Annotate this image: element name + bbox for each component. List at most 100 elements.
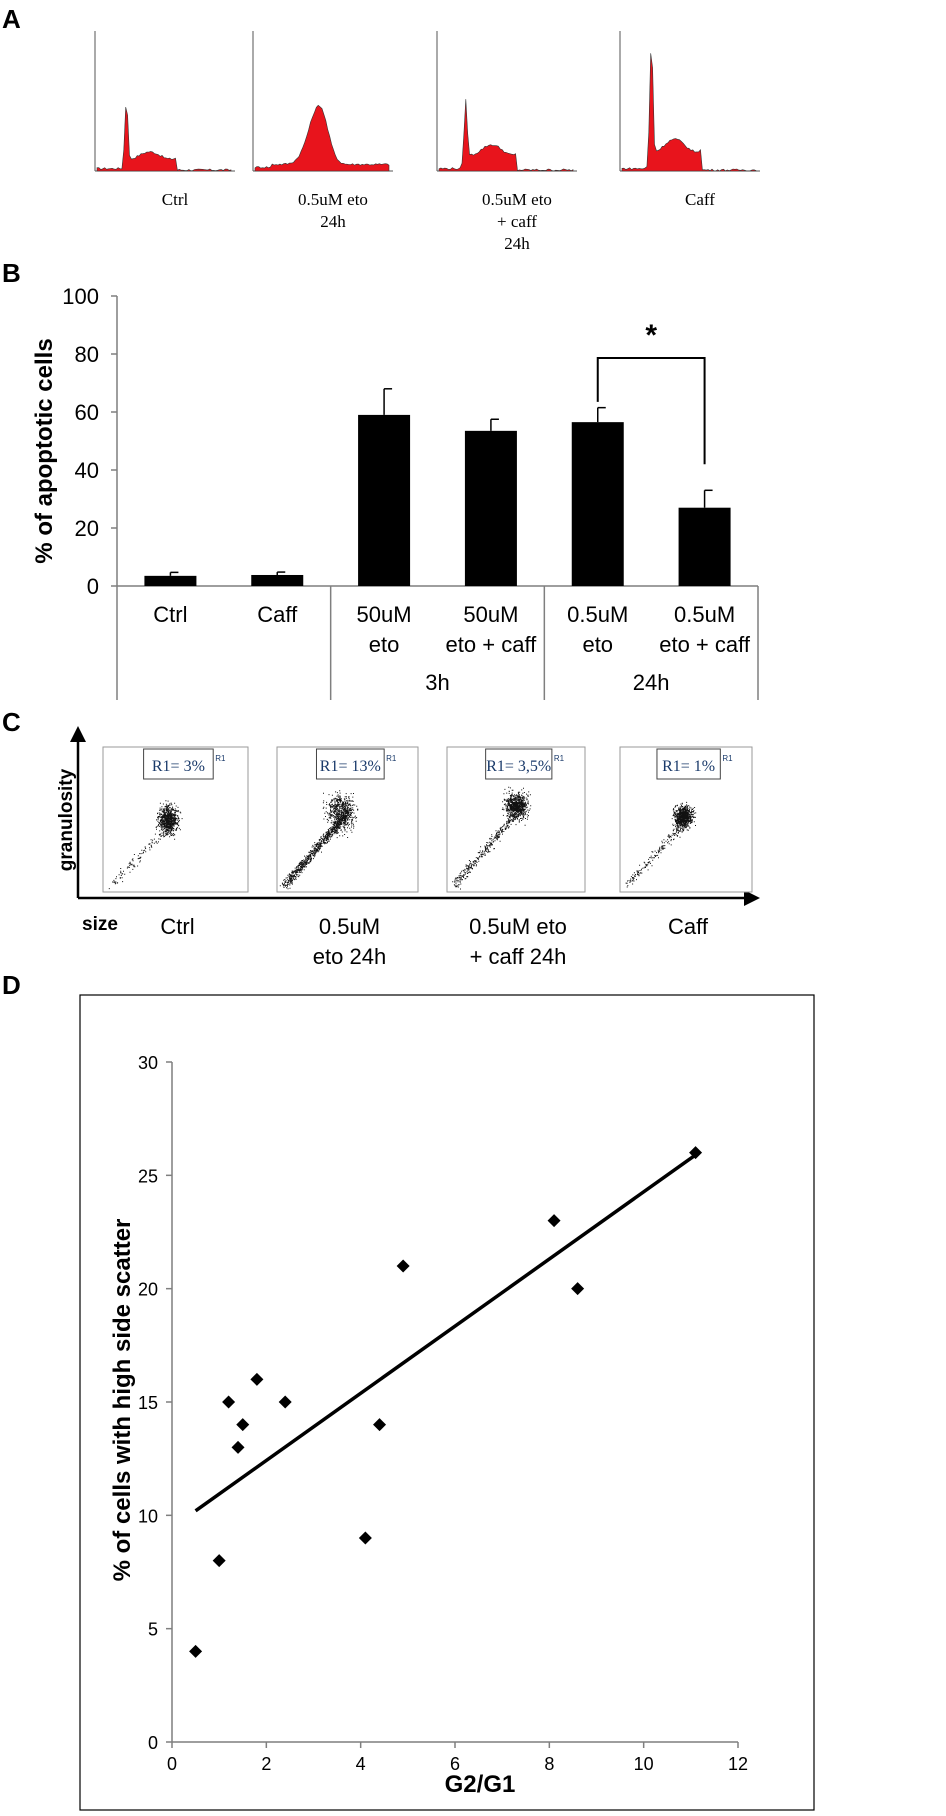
- panel-c-scatter-plots: granulosity size R1= 3% R1 Ctrl R1= 13% R1 0.5u…: [56, 726, 760, 969]
- scatter-points: [108, 800, 183, 890]
- category-label: eto + caff: [659, 632, 751, 657]
- size-label: size: [82, 914, 118, 935]
- y-tick-label: 15: [138, 1393, 158, 1413]
- trendline: [194, 1153, 697, 1513]
- y-axis-title: % of cells with high side scatter: [109, 1219, 136, 1582]
- histogram-label: 0.5uM eto: [298, 190, 368, 209]
- data-point-11: [571, 1282, 585, 1296]
- scatter-plot-1: R1= 13% R1 0.5uM eto 24h: [276, 746, 419, 969]
- category-label: 0.5uM: [567, 602, 628, 627]
- x-axis-title: G2/G1: [445, 1771, 516, 1798]
- bar-1: [251, 574, 304, 586]
- data-point-1: [212, 1554, 226, 1568]
- data-point-3: [231, 1440, 245, 1454]
- r1-percentage: R1= 13%: [320, 758, 381, 775]
- y-tick-label: 40: [75, 458, 99, 483]
- y-tick-label: 5: [148, 1620, 158, 1640]
- data-point-8: [373, 1418, 387, 1432]
- histogram-label: 24h: [320, 212, 346, 231]
- data-point-10: [547, 1214, 561, 1228]
- granulosity-label: granulosity: [56, 768, 77, 871]
- panel-b-bar-chart: 0 20 40 60 80 100 % of apoptotic cells Ctrl Caff…: [31, 284, 759, 700]
- significance-star: *: [645, 319, 657, 352]
- y-tick-label: 0: [148, 1733, 158, 1753]
- r1-gate: [485, 748, 553, 780]
- r1-gate: [143, 748, 214, 780]
- x-tick-label: 0: [167, 1754, 177, 1774]
- category-label: 0.5uM: [674, 602, 735, 627]
- data-point-4: [236, 1418, 250, 1432]
- y-tick-label: 60: [75, 400, 99, 425]
- histogram-label: 24h: [504, 234, 530, 253]
- data-point-0: [189, 1644, 203, 1658]
- x-tick-label: 4: [356, 1754, 366, 1774]
- bar-3: [464, 430, 517, 586]
- scatter-plot-label: Ctrl: [160, 914, 194, 939]
- y-tick-label: 0: [87, 574, 99, 599]
- scatter-points: [279, 790, 359, 890]
- category-label: Ctrl: [153, 602, 187, 627]
- category-label: eto: [582, 632, 613, 657]
- scatter-plot-3: R1= 1% R1 Caff: [619, 746, 753, 939]
- panel-label-a: A: [2, 4, 21, 34]
- histogram-2: 0.5uM eto + caff 24h: [436, 31, 577, 253]
- category-label: eto + caff: [446, 632, 538, 657]
- histogram-label: Ctrl: [162, 190, 189, 209]
- scatter-plot-2: R1= 3,5% R1 0.5uM eto + caff 24h: [446, 746, 586, 969]
- histogram-0: Ctrl: [94, 31, 235, 209]
- category-label: 50uM: [357, 602, 412, 627]
- data-point-2: [222, 1395, 236, 1409]
- scatter-plot-label: 0.5uM eto: [469, 914, 567, 939]
- histogram-label: Caff: [685, 190, 715, 209]
- bar-0: [144, 575, 197, 586]
- y-tick-label: 80: [75, 342, 99, 367]
- x-tick-label: 12: [728, 1754, 748, 1774]
- scatter-points: [625, 801, 697, 888]
- significance-bracket: [596, 357, 706, 465]
- data-point-5: [250, 1372, 264, 1386]
- y-tick-label: 20: [138, 1280, 158, 1300]
- r1-percentage: R1= 3%: [152, 758, 205, 775]
- r1-tag: R1: [386, 754, 397, 763]
- histogram-3: Caff: [619, 31, 760, 209]
- panel-a-histograms: Ctrl 0.5uM eto 24h 0.5uM eto + caff 24h Caff: [94, 31, 760, 253]
- histogram-fill: [621, 53, 757, 172]
- y-axis-title: % of apoptotic cells: [31, 338, 58, 563]
- scatter-plot-label: 0.5uM: [319, 914, 380, 939]
- scatter-plot-0: R1= 3% R1 Ctrl: [102, 746, 249, 939]
- x-tick-label: 2: [261, 1754, 271, 1774]
- y-tick-label: 30: [138, 1053, 158, 1073]
- data-point-6: [278, 1395, 292, 1409]
- scatter-points: [452, 786, 532, 890]
- scatter-plot-label: + caff 24h: [470, 944, 567, 969]
- r1-tag: R1: [554, 754, 565, 763]
- category-label: eto: [369, 632, 400, 657]
- data-point-12: [689, 1146, 703, 1160]
- histogram-fill: [254, 104, 390, 172]
- granulosity-arrowhead: [70, 726, 86, 742]
- r1-tag: R1: [722, 754, 733, 763]
- r1-percentage: R1= 1%: [662, 758, 715, 775]
- x-tick-label: 6: [450, 1754, 460, 1774]
- y-tick-label: 100: [62, 284, 99, 309]
- data-point-7: [358, 1531, 372, 1545]
- y-tick-label: 10: [138, 1506, 158, 1526]
- chart-frame: [79, 994, 815, 1811]
- panel-label-c: C: [2, 707, 21, 737]
- category-label: Caff: [257, 602, 298, 627]
- scatter-plot-label: eto 24h: [313, 944, 386, 969]
- histogram-1: 0.5uM eto 24h: [252, 31, 393, 231]
- panel-label-b: B: [2, 258, 21, 288]
- histogram-fill: [438, 99, 574, 172]
- group-label: 24h: [633, 670, 670, 695]
- group-label: 3h: [425, 670, 449, 695]
- scatter-frame: [619, 746, 753, 893]
- bar-4: [571, 422, 624, 586]
- r1-gate: [656, 748, 721, 780]
- r1-gate: [315, 748, 385, 780]
- y-tick-label: 20: [75, 516, 99, 541]
- data-point-9: [396, 1259, 410, 1273]
- bar-5: [678, 507, 731, 586]
- panel-label-d: D: [2, 970, 21, 1000]
